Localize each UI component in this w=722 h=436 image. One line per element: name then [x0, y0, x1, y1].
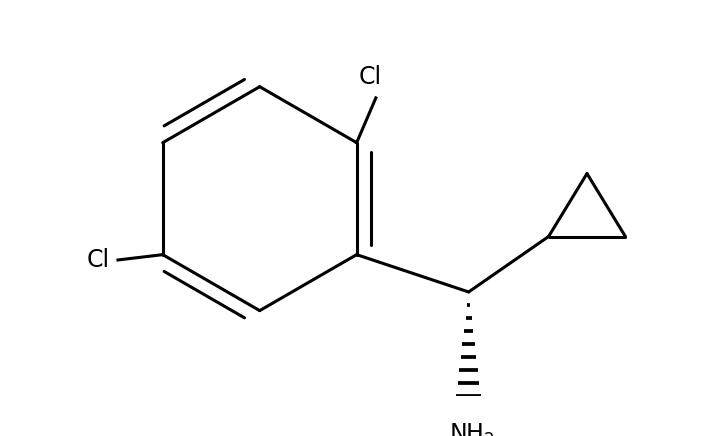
- Text: NH$_2$: NH$_2$: [449, 422, 495, 436]
- Text: Cl: Cl: [359, 65, 382, 89]
- Text: Cl: Cl: [87, 248, 110, 272]
